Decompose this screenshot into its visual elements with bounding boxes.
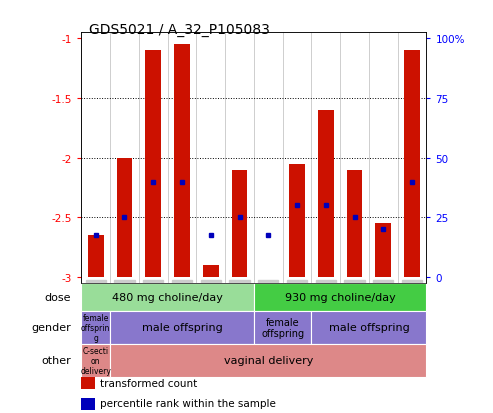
Text: vaginal delivery: vaginal delivery [224,356,313,366]
Bar [81,311,110,344]
Bar [81,398,95,410]
Bar [116,158,133,278]
Text: 480 mg choline/day: 480 mg choline/day [112,292,223,302]
Text: female
offsprin
g: female offsprin g [81,313,110,342]
Text: GDS5021 / A_32_P105083: GDS5021 / A_32_P105083 [89,23,270,37]
Text: male offspring: male offspring [141,323,222,332]
Bar [312,311,426,344]
Bar [318,111,334,278]
Text: male offspring: male offspring [328,323,409,332]
Text: 930 mg choline/day: 930 mg choline/day [285,292,395,302]
Text: other: other [41,356,71,366]
Text: dose: dose [45,292,71,302]
Bar [145,51,161,278]
Bar [347,170,362,278]
Text: gender: gender [32,323,71,332]
Text: female
offspring: female offspring [261,317,304,338]
Bar [254,311,312,344]
Bar [232,170,247,278]
Bar [203,266,219,278]
Bar [110,311,254,344]
Text: percentile rank within the sample: percentile rank within the sample [101,399,276,408]
Bar [254,283,426,311]
Bar [289,164,305,278]
Bar [81,377,95,389]
Bar [375,224,391,278]
Bar [174,45,190,278]
Text: transformed count: transformed count [101,377,198,387]
Bar [404,51,420,278]
Bar [88,236,104,278]
Text: C-secti
on
delivery: C-secti on delivery [80,346,111,375]
Bar [81,283,254,311]
Bar [81,344,110,377]
